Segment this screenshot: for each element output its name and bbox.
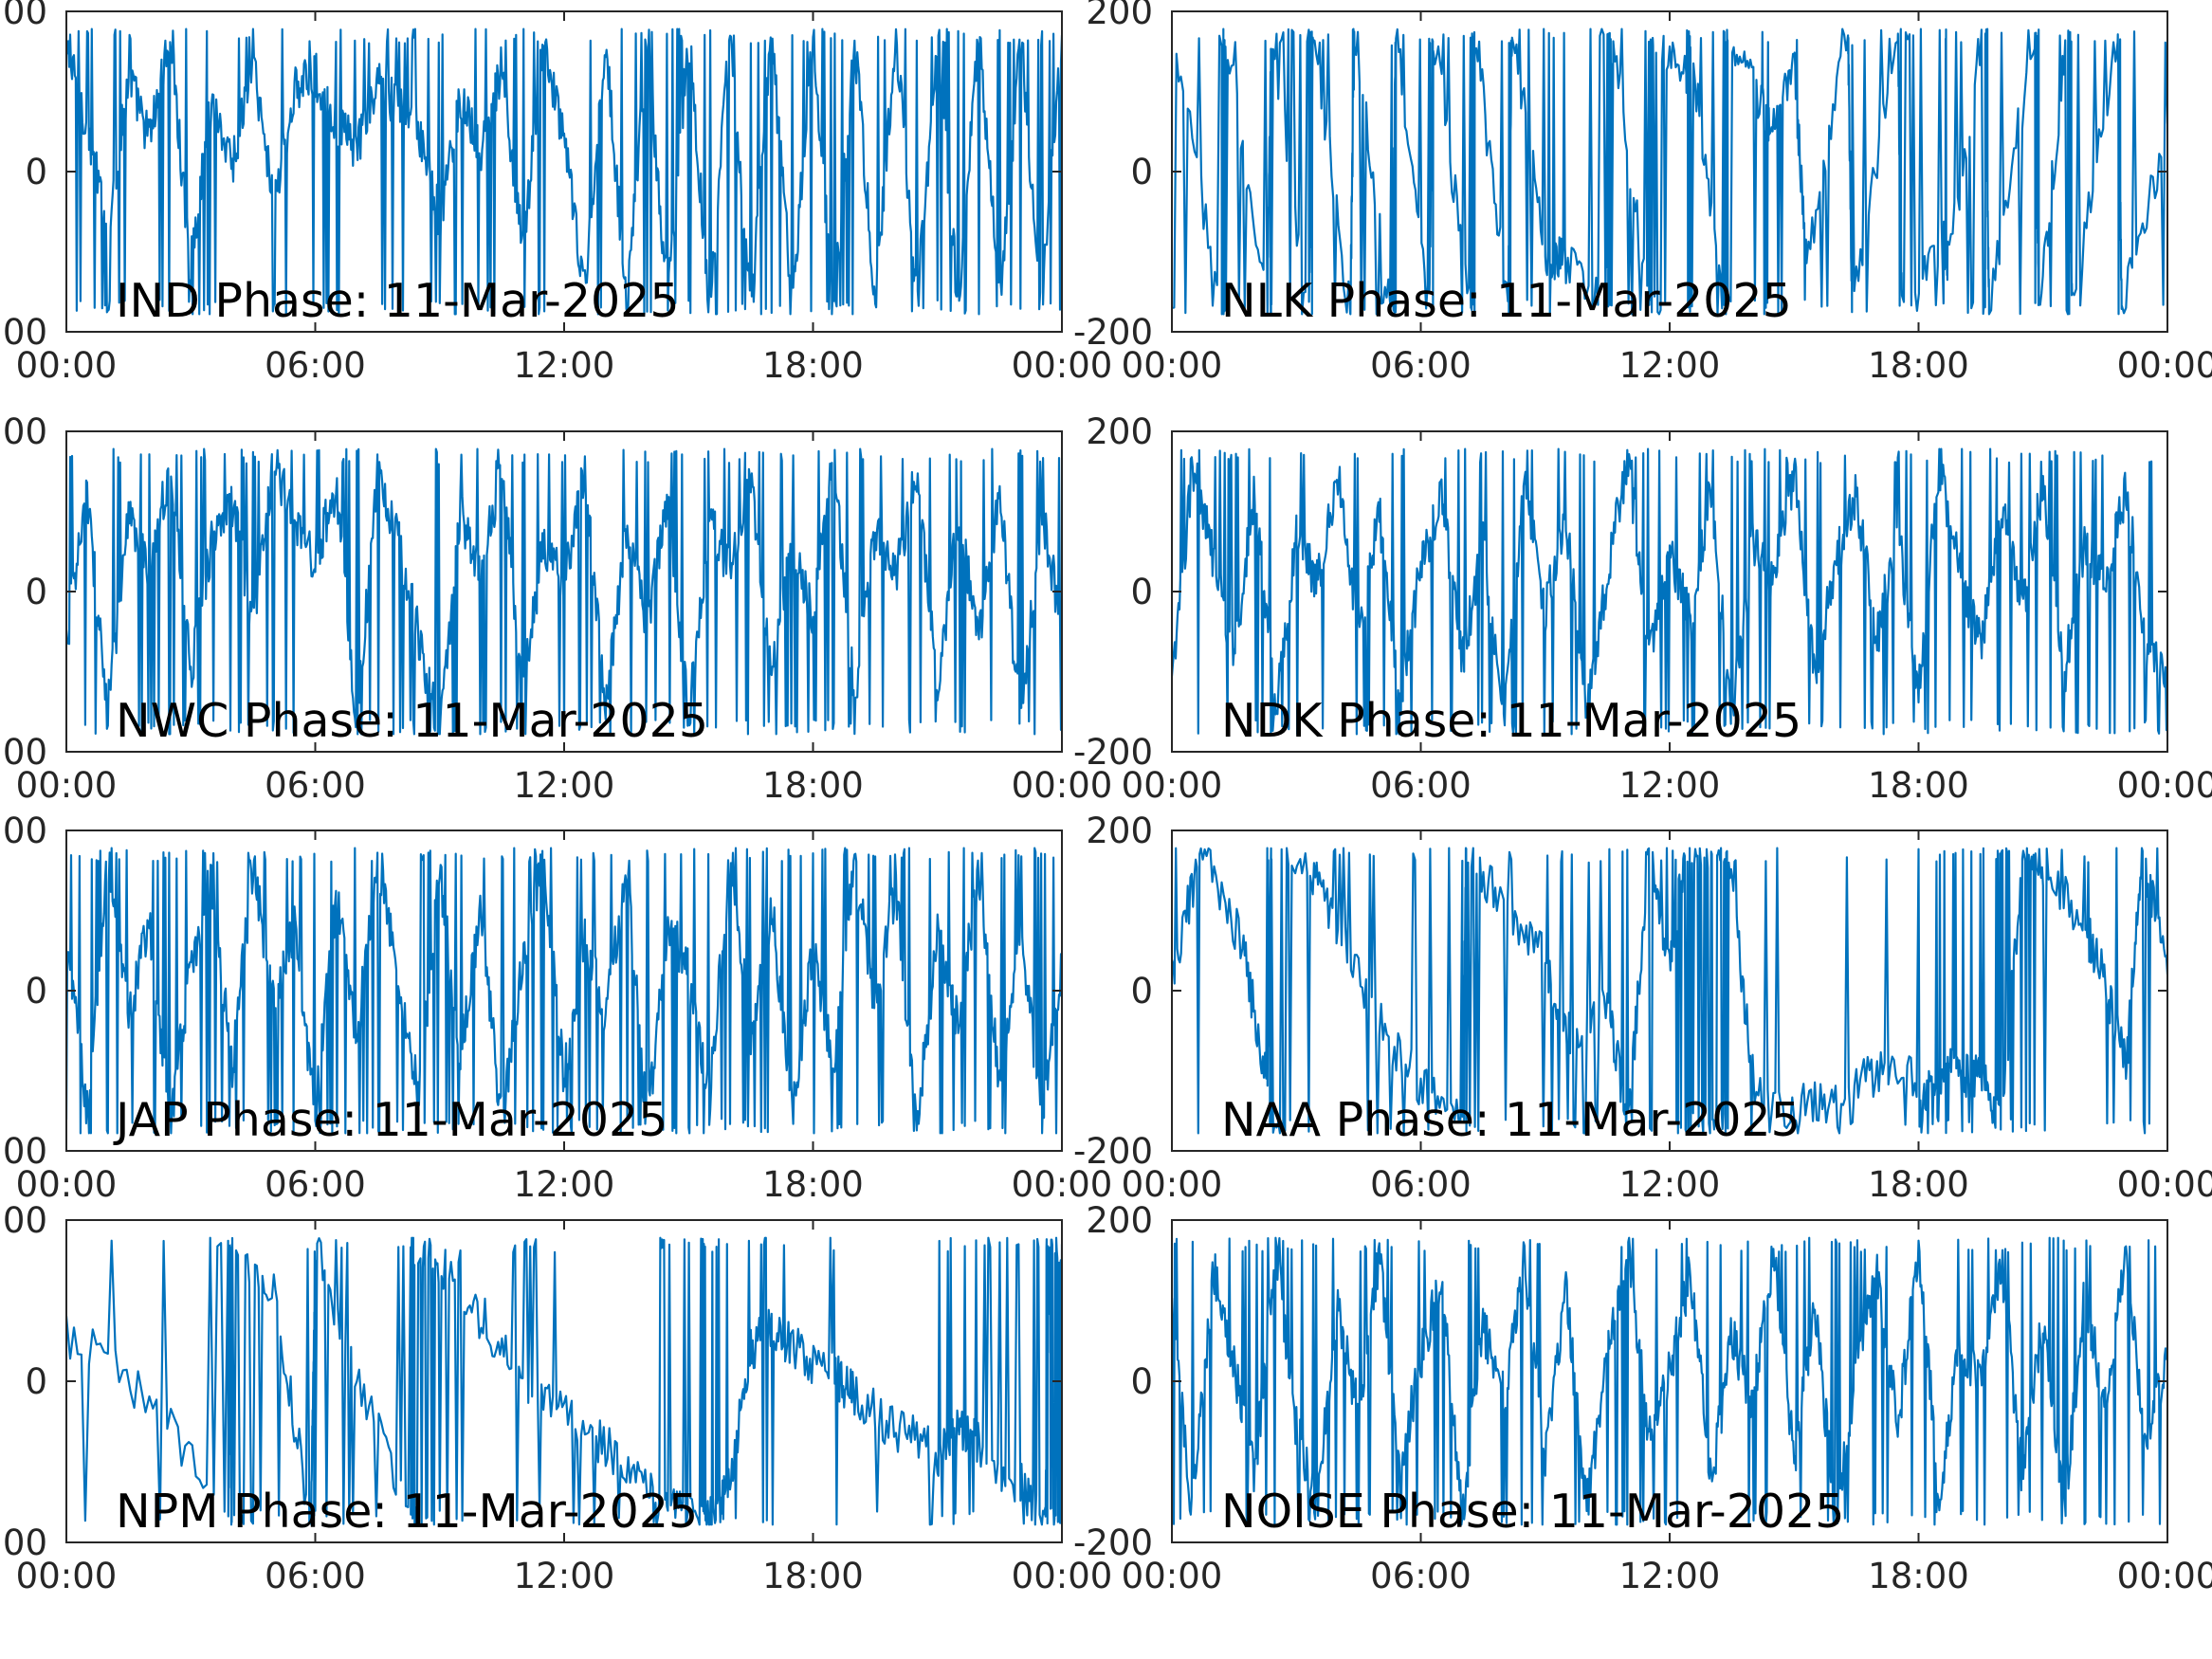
x-tick-label: 00:00 [16,345,118,386]
phase-series-line [66,847,1062,1135]
x-tick-label: 12:00 [514,1556,615,1596]
phase-series-line [66,27,1062,316]
x-tick-label: 18:00 [762,1556,864,1596]
x-tick-label: 00:00 [1012,1556,1113,1596]
panel-title: NDK Phase: 11-Mar-2025 [1221,694,1801,748]
y-tick-label: -200 [0,732,47,773]
x-tick-label: 12:00 [1619,1556,1721,1596]
x-tick-label: 00:00 [2117,345,2212,386]
phase-series-line [1172,27,2167,316]
phase-series-line [1172,1236,2167,1526]
panel-title: NWC Phase: 11-Mar-2025 [116,694,708,748]
x-tick-label: 06:00 [265,1164,366,1205]
x-tick-label: 12:00 [514,1164,615,1205]
y-tick-label: -200 [1073,312,1153,353]
x-tick-label: 06:00 [1370,1556,1472,1596]
panel-title: NLK Phase: 11-Mar-2025 [1221,274,1792,328]
x-tick-label: 00:00 [16,1556,118,1596]
y-tick-label: 200 [1086,811,1153,851]
y-tick-label: 0 [25,152,47,192]
x-tick-label: 00:00 [2117,1556,2212,1596]
x-tick-label: 00:00 [1122,1164,1223,1205]
x-tick-label: 06:00 [1370,765,1472,806]
y-tick-label: 200 [0,0,47,32]
panel-title: JAP Phase: 11-Mar-2025 [113,1093,667,1147]
x-tick-label: 12:00 [1619,345,1721,386]
x-tick-label: 06:00 [1370,1164,1472,1205]
y-tick-label: 0 [1130,152,1153,192]
x-tick-label: 18:00 [1868,1164,1969,1205]
x-tick-label: 18:00 [762,345,864,386]
y-tick-label: 200 [0,1200,47,1241]
phase-series-line [1172,847,2167,1135]
phase-series-line [66,1236,1062,1526]
x-tick-label: 12:00 [514,345,615,386]
x-tick-label: 00:00 [2117,765,2212,806]
x-tick-label: 00:00 [1122,1556,1223,1596]
y-tick-label: 200 [0,411,47,452]
x-tick-label: 00:00 [16,765,118,806]
x-tick-label: 00:00 [1012,765,1113,806]
x-tick-label: 00:00 [1012,1164,1113,1205]
phase-series-line [1172,447,2167,736]
x-tick-label: 18:00 [762,1164,864,1205]
x-tick-label: 06:00 [265,345,366,386]
y-tick-label: 0 [1130,1361,1153,1402]
y-tick-label: 0 [1130,971,1153,1012]
y-tick-label: 0 [1130,572,1153,612]
x-tick-label: 06:00 [265,765,366,806]
y-tick-label: -200 [1073,732,1153,773]
x-tick-label: 12:00 [1619,765,1721,806]
x-tick-label: 18:00 [1868,765,1969,806]
panel-title: NPM Phase: 11-Mar-2025 [116,1485,698,1539]
y-tick-label: -200 [1073,1131,1153,1172]
x-tick-label: 06:00 [265,1556,366,1596]
x-tick-label: 18:00 [762,765,864,806]
y-tick-label: -200 [0,312,47,353]
y-tick-label: 200 [1086,411,1153,452]
x-tick-label: 00:00 [1122,345,1223,386]
phase-series-line [66,447,1062,736]
x-tick-label: 06:00 [1370,345,1472,386]
y-tick-label: -200 [1073,1522,1153,1563]
x-tick-label: 12:00 [1619,1164,1721,1205]
panel-title: IND Phase: 11-Mar-2025 [116,274,680,328]
y-tick-label: 0 [25,971,47,1012]
y-tick-label: 0 [25,572,47,612]
x-tick-label: 00:00 [16,1164,118,1205]
y-tick-label: 0 [25,1361,47,1402]
x-tick-label: 00:00 [2117,1164,2212,1205]
panel-title: NAA Phase: 11-Mar-2025 [1221,1093,1801,1147]
x-tick-label: 00:00 [1122,765,1223,806]
y-tick-label: -200 [0,1131,47,1172]
x-tick-label: 18:00 [1868,345,1969,386]
y-tick-label: 200 [1086,1200,1153,1241]
x-tick-label: 18:00 [1868,1556,1969,1596]
panel-title: NOISE Phase: 11-Mar-2025 [1221,1485,1844,1539]
x-tick-label: 00:00 [1012,345,1113,386]
y-tick-label: 200 [1086,0,1153,32]
y-tick-label: 200 [0,811,47,851]
x-tick-label: 12:00 [514,765,615,806]
y-tick-label: -200 [0,1522,47,1563]
